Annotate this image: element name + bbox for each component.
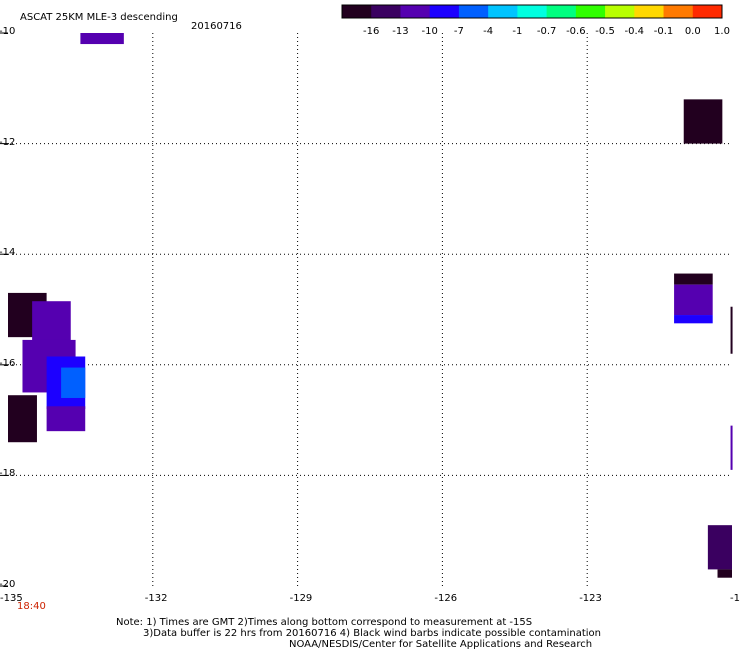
lat-tick-label: -20 [0,579,16,590]
colorbar-tick-label: 1.0 [714,26,730,37]
lon-tick-label: -132 [144,593,168,604]
colorbar-segment [429,5,460,18]
colorbar-segment [575,5,606,18]
lat-tick-label: -10 [0,26,16,37]
wind-cell [707,525,732,570]
wind-cell [80,33,124,45]
colorbar-tick-label: -0.7 [536,26,557,37]
lat-tick-label: -14 [0,247,16,259]
lat-tick-label: -12 [0,136,16,148]
footer-note-line1: Note: 1) Times are GMT 2)Times along bot… [116,617,533,628]
colorbar-segment [400,5,431,18]
colorbar-segment [634,5,665,18]
wind-cell [674,273,713,285]
product-title: ASCAT 25KM MLE-3 descending [20,12,178,23]
lon-tick-label: -135 [0,593,23,604]
colorbar-segment [458,5,489,18]
wind-cell [46,406,86,432]
colorbar-tick-label: -0.5 [595,26,615,37]
colorbar-tick-label: -16 [363,26,380,37]
lon-tick-label: -126 [434,593,458,604]
colorbar-frame [341,4,723,19]
colorbar-tick-label: -1 [512,26,523,37]
wind-cell [717,569,732,578]
colorbar-tick-label: 0.0 [684,26,701,37]
colorbar-segment [342,5,372,18]
lon-tick-label: -129 [289,593,313,604]
product-date: 20160716 [191,21,242,32]
gridlines [0,32,732,587]
wind-cell [674,284,713,316]
wind-cell [730,306,733,354]
colorbar-segment [371,5,401,18]
footer-credit: NOAA/NESDIS/Center for Satellite Applica… [289,639,593,650]
wind-cell [61,367,86,398]
colorbar-segment [663,5,694,18]
lat-tick-label: -16 [0,357,16,369]
colorbar-tick-label: -0.1 [653,26,674,37]
colorbar-tick-label: -10 [421,26,438,37]
colorbar [341,4,723,19]
time-label: 18:40 [17,601,46,612]
wind-cell [8,395,37,443]
colorbar-tick-label: -7 [453,26,464,37]
colorbar-tick-label: -4 [483,26,494,37]
colorbar-segment [517,5,548,18]
lat-tick-label: -18 [0,468,16,480]
wind-cell [674,315,713,324]
footer-note-line2: 3)Data buffer is 22 hrs from 20160716 4)… [143,628,601,639]
colorbar-tick-label: -13 [392,26,409,37]
colorbar-tick-label: -0.4 [624,26,645,37]
lon-tick-label: -120 [730,593,740,604]
swath-cells [8,33,733,578]
colorbar-segment [692,5,723,18]
wind-cell [32,301,71,343]
wind-cell [730,425,733,470]
wind-cell [683,99,723,144]
colorbar-segment [605,5,635,18]
colorbar-tick-label: -0.6 [566,26,586,37]
lon-tick-label: -123 [579,593,602,604]
colorbar-segment [546,5,577,18]
colorbar-segment [488,5,518,18]
